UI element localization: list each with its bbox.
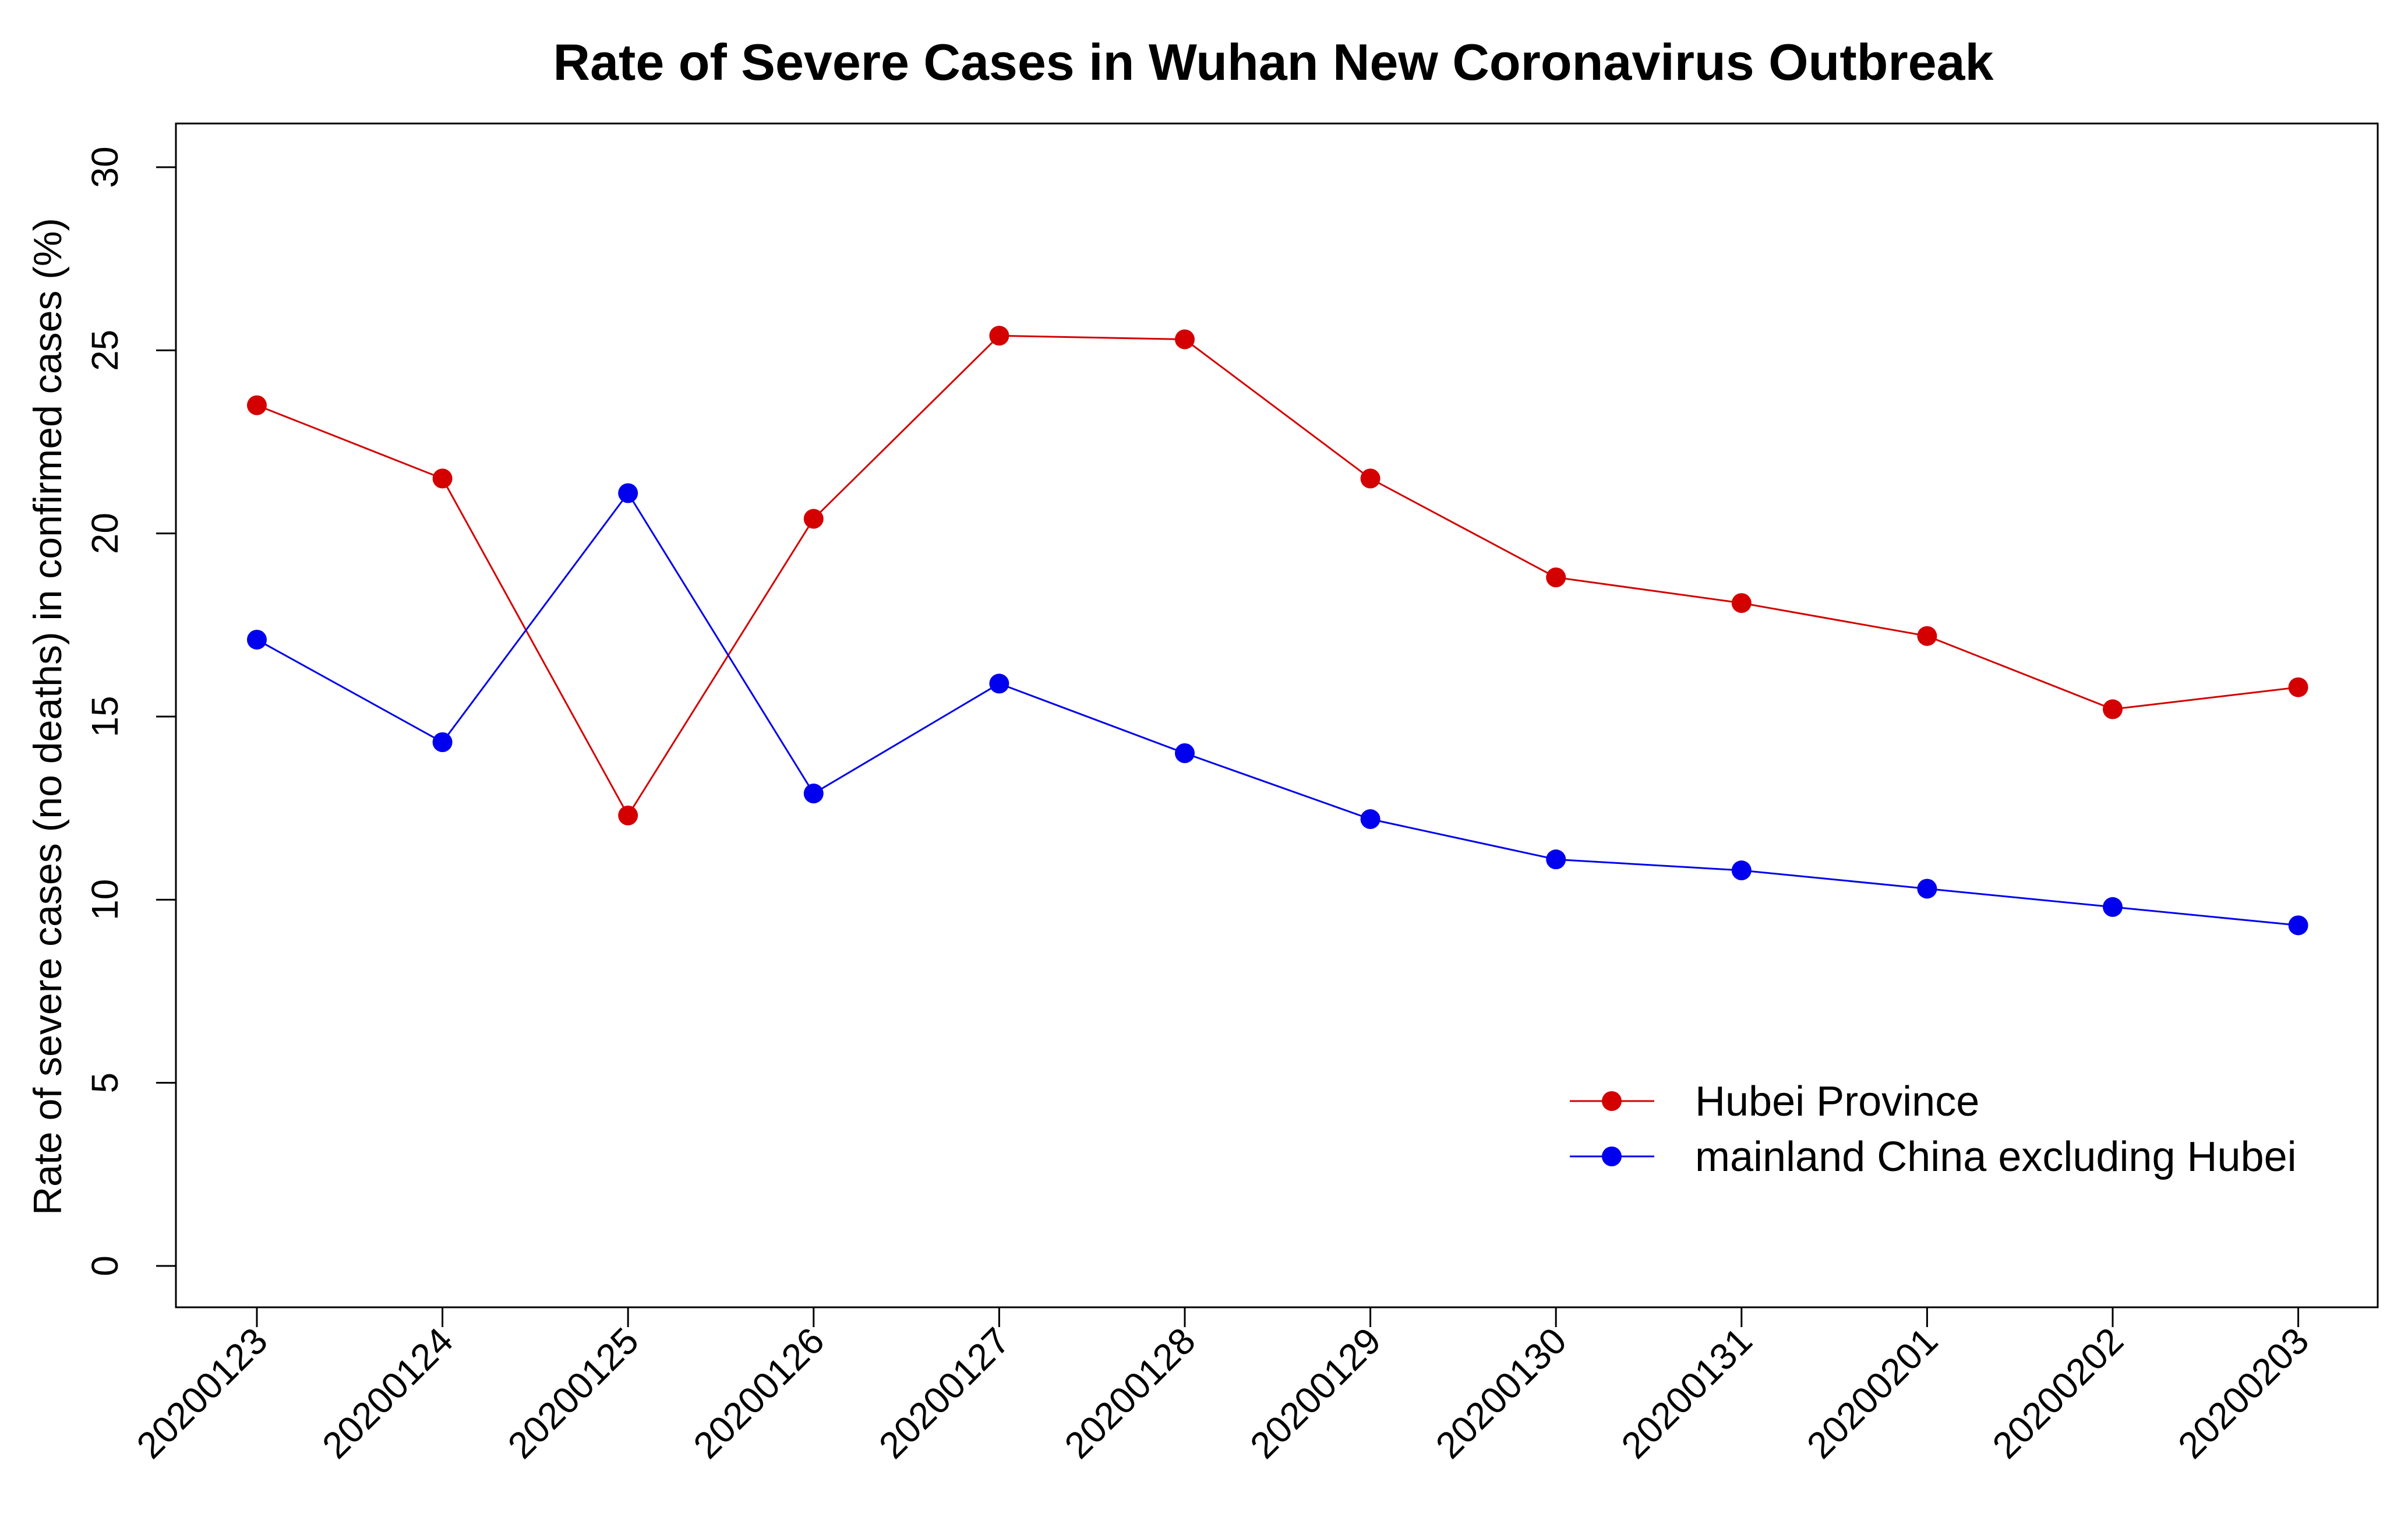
data-point-1	[1175, 743, 1195, 763]
data-point-0	[2288, 677, 2308, 697]
data-point-1	[247, 629, 267, 650]
data-point-0	[1546, 567, 1566, 588]
y-axis-label: Rate of severe cases (no deaths) in conf…	[26, 218, 70, 1215]
series-line-1	[256, 491, 2298, 926]
y-tick-label: 30	[84, 146, 126, 188]
data-point-0	[1175, 329, 1195, 350]
data-point-0	[2103, 699, 2123, 719]
data-point-1	[1546, 849, 1566, 870]
data-point-0	[1731, 593, 1752, 613]
legend-marker	[1602, 1147, 1622, 1166]
series-layer	[247, 326, 2308, 936]
y-tick-label: 15	[84, 696, 126, 737]
data-point-1	[432, 732, 453, 753]
data-point-1	[1731, 860, 1752, 881]
plot-frame	[175, 122, 2379, 1308]
series-line-0	[256, 334, 2298, 817]
data-point-1	[2288, 915, 2308, 936]
data-point-1	[2103, 897, 2123, 917]
data-point-0	[1917, 626, 1937, 646]
legend: Hubei Province mainland China excluding H…	[1570, 1078, 2297, 1180]
y-tick-label: 10	[84, 879, 126, 920]
y-axis: 0 5 10 15 20 25 30	[84, 146, 176, 1276]
data-point-1	[989, 673, 1009, 694]
data-point-1	[618, 483, 638, 503]
data-point-1	[803, 784, 824, 804]
y-tick-label: 20	[84, 513, 126, 554]
legend-label: Hubei Province	[1695, 1078, 1979, 1125]
legend-label: mainland China excluding Hubei	[1695, 1134, 2297, 1180]
data-point-0	[618, 805, 638, 826]
y-tick-label: 25	[84, 330, 126, 371]
data-point-0	[803, 509, 824, 529]
data-point-0	[989, 326, 1009, 346]
data-point-0	[1360, 468, 1380, 489]
data-point-0	[432, 468, 453, 489]
data-point-0	[247, 395, 267, 415]
y-tick-label: 5	[84, 1073, 126, 1093]
legend-marker	[1602, 1091, 1622, 1111]
data-point-1	[1917, 879, 1937, 899]
y-tick-label: 0	[84, 1255, 126, 1276]
chart-title: Rate of Severe Cases in Wuhan New Corona…	[553, 33, 1994, 91]
data-point-1	[1360, 809, 1380, 830]
